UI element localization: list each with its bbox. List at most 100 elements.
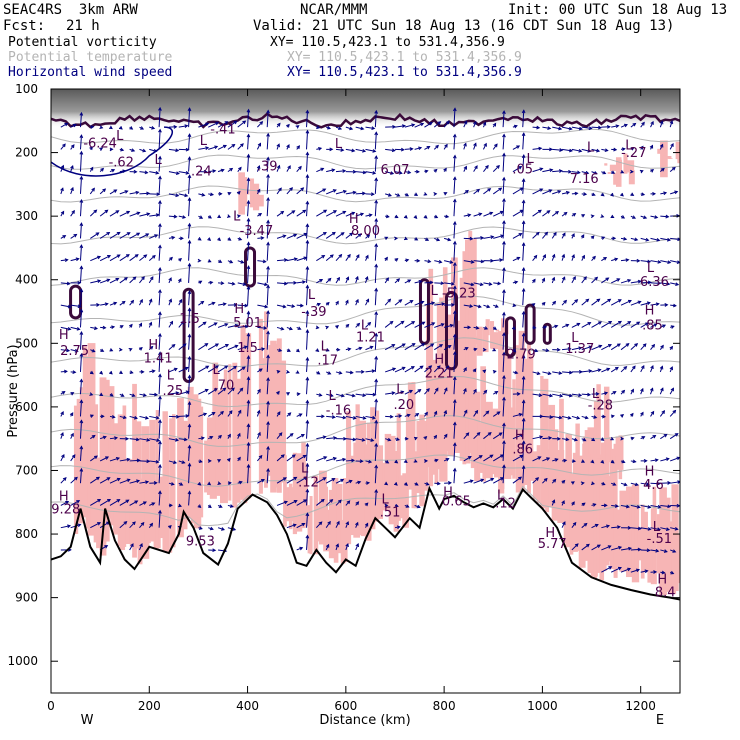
field-pv-xy: XY= 110.5,423.1 to 531.4,356.9 (270, 35, 505, 50)
wind-arrowhead (121, 300, 126, 305)
wind-arrowhead (109, 348, 114, 352)
pv-shading (122, 405, 127, 547)
pv-extremum-label: .25 (163, 384, 184, 399)
wind-vector (79, 135, 82, 150)
wind-vector (90, 499, 101, 506)
wind-vector (247, 134, 250, 150)
wind-arrowhead (362, 170, 367, 175)
wind-vector (601, 298, 611, 306)
wind-arrowhead (641, 121, 645, 126)
wind-vector (257, 237, 264, 239)
wind-arrowhead (187, 156, 192, 161)
wind-arrowhead (71, 209, 75, 214)
pv-extremum-label: H (443, 486, 453, 501)
wind-vector (109, 302, 117, 306)
wind-vector (502, 268, 505, 283)
wind-arrowhead (320, 167, 325, 172)
wind-arrowhead (423, 192, 428, 196)
wind-vector (296, 434, 305, 440)
wind-arrowhead (305, 265, 310, 270)
plot-frame (50, 88, 681, 694)
wind-vector (119, 190, 128, 195)
wind-arrowhead (597, 368, 602, 373)
wind-vector (178, 391, 189, 395)
wind-arrowhead (197, 237, 202, 241)
wind-arrowhead (385, 214, 390, 219)
wind-vector (394, 321, 404, 328)
wind-vector (345, 415, 356, 419)
wind-arrowhead (276, 411, 281, 416)
wind-vector (434, 344, 443, 351)
wind-vector (374, 156, 377, 172)
wind-arrowhead (597, 125, 602, 130)
pv-shading (616, 509, 620, 568)
wind-arrowhead (135, 437, 140, 442)
wind-vector (227, 387, 235, 395)
pv-shading (565, 433, 572, 548)
wind-vector (149, 234, 158, 239)
pv-shading (346, 411, 352, 545)
wind-arrowhead (336, 347, 341, 352)
wind-vector (532, 209, 542, 217)
wind-vector (227, 410, 233, 417)
wind-arrowhead (484, 326, 489, 330)
wind-arrowhead (427, 259, 432, 264)
wind-arrowhead (178, 298, 183, 303)
wind-vector (325, 478, 335, 484)
wind-arrowhead (158, 463, 162, 468)
wind-vector (640, 322, 649, 328)
wind-vector (286, 165, 291, 172)
wind-vector (394, 391, 404, 395)
wind-arrowhead (482, 369, 487, 374)
wind-arrowhead (642, 343, 647, 348)
wind-arrowhead (446, 120, 450, 125)
wind-arrowhead (338, 126, 343, 130)
wind-vector (424, 365, 432, 373)
theta-contour (51, 337, 680, 368)
pv-shading (434, 376, 439, 484)
wind-vector (306, 463, 309, 484)
wind-vector (178, 321, 184, 328)
wind-vector (502, 441, 505, 461)
pv-shading (626, 160, 635, 173)
wind-vector (286, 258, 297, 262)
wind-arrowhead (102, 325, 107, 330)
wind-vector (207, 365, 219, 373)
wind-vector (109, 437, 118, 440)
wind-arrowhead (601, 236, 606, 240)
pv-contour (444, 290, 458, 371)
pv-extremum-label: -.62 (109, 156, 134, 171)
wind-vector (561, 191, 570, 195)
wind-arrowhead (323, 456, 328, 460)
wind-arrowhead (158, 223, 162, 228)
wind-arrowhead (407, 170, 412, 175)
wind-arrowhead (262, 259, 267, 264)
wind-arrowhead (502, 176, 506, 181)
wind-arrowhead (665, 214, 670, 219)
wind-arrowhead (91, 187, 95, 192)
x-axis-right-label: E (656, 713, 664, 728)
wind-vector (551, 211, 559, 217)
wind-vector (365, 370, 375, 373)
wind-vector (60, 259, 68, 262)
wind-arrowhead (64, 258, 69, 262)
wind-arrowhead (605, 524, 611, 529)
wind-vector (610, 367, 619, 373)
wind-arrowhead (122, 415, 127, 420)
wind-vector (266, 422, 269, 439)
wind-arrowhead (578, 126, 583, 131)
wind-vector (483, 212, 493, 217)
wind-arrowhead (158, 332, 162, 337)
wind-arrowhead (656, 481, 661, 486)
wind-vector (355, 126, 364, 130)
wind-arrowhead (663, 549, 668, 553)
wind-arrowhead (568, 126, 573, 131)
wind-arrowhead (67, 524, 72, 529)
wind-arrowhead (593, 171, 598, 175)
wind-arrowhead (107, 498, 112, 503)
wind-vector (247, 218, 250, 239)
wind-vector (473, 282, 483, 286)
wind-arrowhead (345, 521, 349, 526)
wind-vector (326, 415, 335, 418)
wind-arrowhead (136, 458, 141, 463)
